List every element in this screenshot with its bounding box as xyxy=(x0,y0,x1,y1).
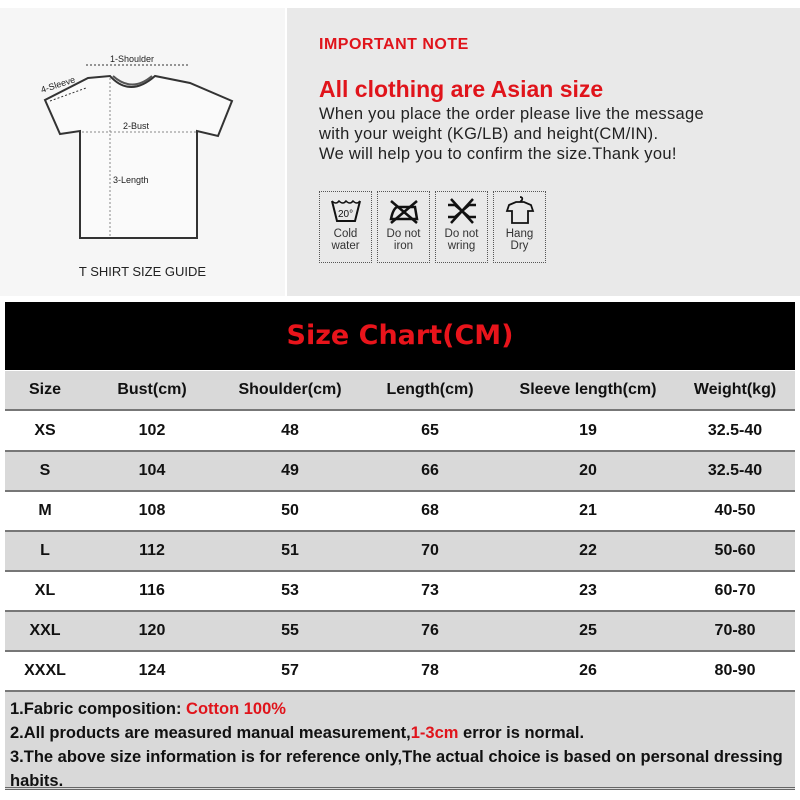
table-cell: 26 xyxy=(579,662,597,679)
table-cell: 112 xyxy=(139,542,165,559)
table-cell: 48 xyxy=(281,422,299,439)
care-label: Do not xyxy=(386,228,421,240)
temperature-label: 20° xyxy=(338,209,353,220)
table-cell: 49 xyxy=(281,462,299,479)
product-notes: 1.Fabric composition: Cotton 100% 2.All … xyxy=(5,692,795,790)
table-cell: 22 xyxy=(579,542,597,559)
cold-water-icon: 20° xyxy=(330,199,361,222)
table-cell: XXL xyxy=(29,622,61,639)
table-row: S 104 49 66 20 32.5-40 xyxy=(5,452,795,492)
note-line: We will help you to confirm the size.Tha… xyxy=(319,145,677,163)
note-reference: 3.The above size information is for refe… xyxy=(10,748,783,790)
size-guide-caption: T SHIRT SIZE GUIDE xyxy=(78,264,207,279)
table-cell: 70 xyxy=(421,542,439,559)
important-note-panel: IMPORTANT NOTE All clothing are Asian si… xyxy=(287,8,800,296)
table-cell: 53 xyxy=(281,582,299,599)
note-text: error is normal. xyxy=(458,724,585,742)
table-cell: 25 xyxy=(579,622,597,639)
care-do-not-iron: Do not iron xyxy=(377,191,430,263)
table-cell: Size xyxy=(28,381,62,398)
table-row: XL 116 53 73 23 60-70 xyxy=(5,572,795,612)
note-heading: IMPORTANT NOTE xyxy=(319,36,469,53)
length-label: 3-Length xyxy=(113,175,149,185)
table-header-row: Size Bust(cm) Shoulder(cm) Length(cm) Sleeve… xyxy=(5,371,795,411)
care-label: Cold xyxy=(333,228,358,240)
table-cell: 21 xyxy=(579,502,597,519)
table-cell: 76 xyxy=(421,622,439,639)
note-text: 1.Fabric composition: xyxy=(10,700,187,718)
do-not-iron-icon xyxy=(388,200,418,224)
table-cell: 68 xyxy=(421,502,439,519)
size-chart-title: Size Chart(CM) xyxy=(5,302,795,370)
table-cell: 65 xyxy=(421,422,439,439)
tshirt-diagram: 1-Shoulder 2-Bust 3-Length 4-Sleeve xyxy=(40,54,234,239)
table-cell: 80-90 xyxy=(714,662,756,679)
table-cell: 19 xyxy=(579,422,597,439)
table-cell: 32.5-40 xyxy=(707,422,763,439)
table-cell: 124 xyxy=(138,662,166,679)
do-not-wring-icon xyxy=(447,198,476,224)
table-cell: 120 xyxy=(138,622,166,639)
table-cell: Shoulder(cm) xyxy=(238,381,342,398)
table-cell: 51 xyxy=(281,542,299,559)
table-cell: 57 xyxy=(281,662,299,679)
hang-dry-icon xyxy=(505,196,534,224)
table-cell: Weight(kg) xyxy=(693,381,777,398)
bust-label: 2-Bust xyxy=(123,121,150,131)
care-cold-water: 20° Cold water xyxy=(319,191,372,263)
table-row: L 112 51 70 22 50-60 xyxy=(5,532,795,572)
note-highlight: 1-3cm xyxy=(410,724,459,742)
table-cell: 108 xyxy=(138,502,166,519)
note-highlight: Cotton 100% xyxy=(186,700,286,718)
note-fabric: 1.Fabric composition: Cotton 100% xyxy=(10,697,790,721)
table-cell: S xyxy=(39,462,51,479)
table-cell: XXXL xyxy=(24,662,66,679)
table-row: XS 102 48 65 19 32.5-40 xyxy=(5,412,795,452)
note-body: When you place the order please live the… xyxy=(319,104,704,164)
table-cell: XS xyxy=(34,422,56,439)
note-measurement: 2.All products are measured manual measu… xyxy=(10,721,790,745)
table-cell: 116 xyxy=(139,582,165,599)
care-hang-dry: Hang Dry xyxy=(493,191,546,263)
table-row: M 108 50 68 21 40-50 xyxy=(5,492,795,532)
note-line: with your weight (KG/LB) and height(CM/I… xyxy=(319,125,659,143)
table-cell: 102 xyxy=(138,422,166,439)
table-cell: 104 xyxy=(138,462,166,479)
table-cell: 50-60 xyxy=(714,542,756,559)
table-cell: Sleeve length(cm) xyxy=(519,381,657,398)
note-text: 2.All products are measured manual measu… xyxy=(10,724,411,742)
care-label: iron xyxy=(393,240,414,252)
shoulder-label: 1-Shoulder xyxy=(110,54,154,64)
table-cell: 40-50 xyxy=(714,502,756,519)
care-label: Do not xyxy=(444,228,479,240)
care-label: Hang xyxy=(505,228,534,240)
care-label: wring xyxy=(447,240,476,252)
care-do-not-wring: Do not wring xyxy=(435,191,488,263)
note-line: When you place the order please live the… xyxy=(319,105,704,123)
table-cell: Length(cm) xyxy=(386,381,474,398)
table-cell: 55 xyxy=(281,622,299,639)
table-cell: 50 xyxy=(281,502,299,519)
table-cell: 60-70 xyxy=(714,582,756,599)
table-cell: Bust(cm) xyxy=(117,381,187,398)
table-cell: 66 xyxy=(421,462,439,479)
note-title: All clothing are Asian size xyxy=(319,76,604,102)
table-row: XXL 120 55 76 25 70-80 xyxy=(5,612,795,652)
care-icons: 20° Cold water Do not iron Do not wring Han… xyxy=(319,191,546,263)
table-cell: 20 xyxy=(579,462,597,479)
table-cell: 23 xyxy=(579,582,597,599)
table-cell: M xyxy=(38,502,52,519)
size-guide-panel: 1-Shoulder 2-Bust 3-Length 4-Sleeve T SH… xyxy=(0,8,285,296)
care-label: water xyxy=(331,240,360,252)
table-cell: 32.5-40 xyxy=(707,462,763,479)
table-cell: 78 xyxy=(421,662,439,679)
table-cell: 70-80 xyxy=(714,622,756,639)
care-label: Dry xyxy=(510,240,529,252)
table-cell: XL xyxy=(34,582,56,599)
table-row: XXXL 124 57 78 26 80-90 xyxy=(5,652,795,692)
table-cell: L xyxy=(40,542,50,559)
table-cell: 73 xyxy=(421,582,439,599)
